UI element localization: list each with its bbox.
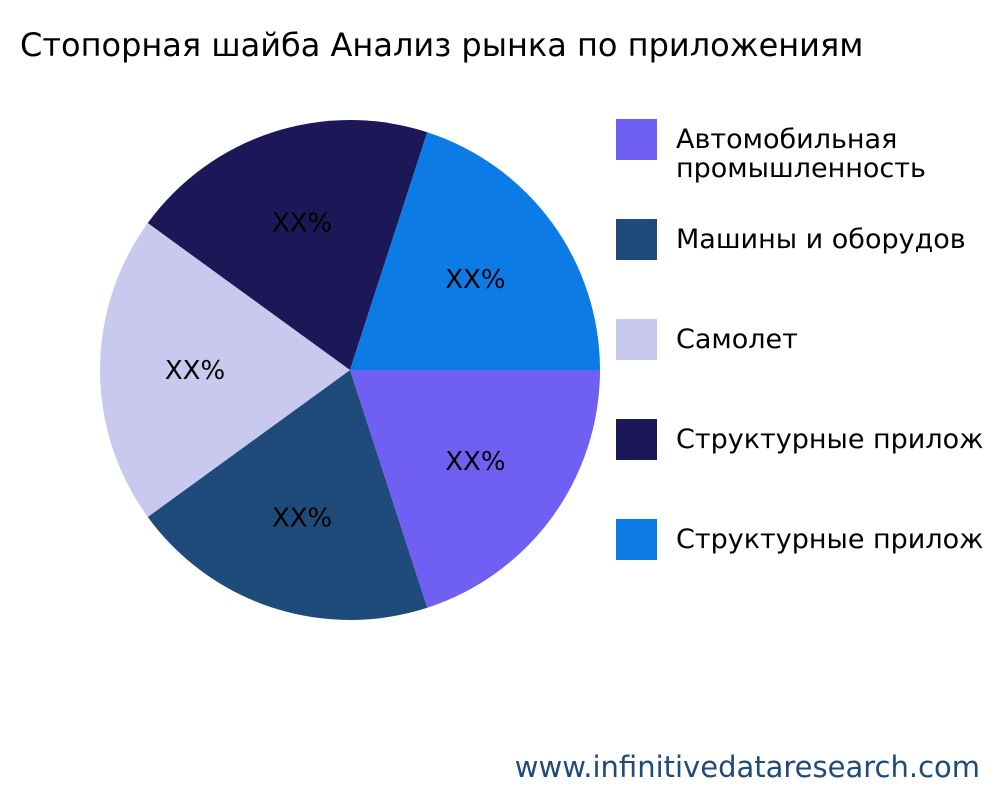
legend-swatch (616, 419, 657, 460)
legend-item: Структурные прилож (616, 419, 983, 460)
slice-data-label: XX% (272, 209, 332, 239)
legend-swatch (616, 219, 657, 260)
legend-swatch (616, 119, 657, 160)
legend-swatch (616, 319, 657, 360)
legend-label: Машины и оборудов (676, 224, 966, 255)
pie-slice (147, 120, 428, 370)
pie-slice (147, 370, 428, 620)
legend-item: Машины и оборудов (616, 219, 966, 260)
watermark: www.infinitivedataresearch.com (514, 750, 980, 784)
legend-label: Структурные прилож (676, 524, 984, 555)
legend-item: Автомобильная промышленность (616, 119, 926, 183)
legend-item: Структурные прилож (616, 519, 983, 560)
chart-title: Стопорная шайба Анализ рынка по приложен… (20, 26, 864, 64)
legend-swatch (616, 519, 657, 560)
slice-data-label: XX% (445, 447, 505, 477)
legend-label: Самолет (676, 324, 798, 355)
pie-slice (100, 223, 350, 517)
slice-data-label: XX% (165, 356, 225, 386)
legend-label: Структурные прилож (676, 424, 984, 455)
legend-item: Самолет (616, 319, 798, 360)
slice-data-label: XX% (272, 503, 332, 533)
pie-slice (350, 132, 600, 370)
slice-data-label: XX% (445, 265, 505, 295)
pie-slice (350, 370, 600, 608)
legend-label: Автомобильная промышленность (676, 124, 926, 184)
